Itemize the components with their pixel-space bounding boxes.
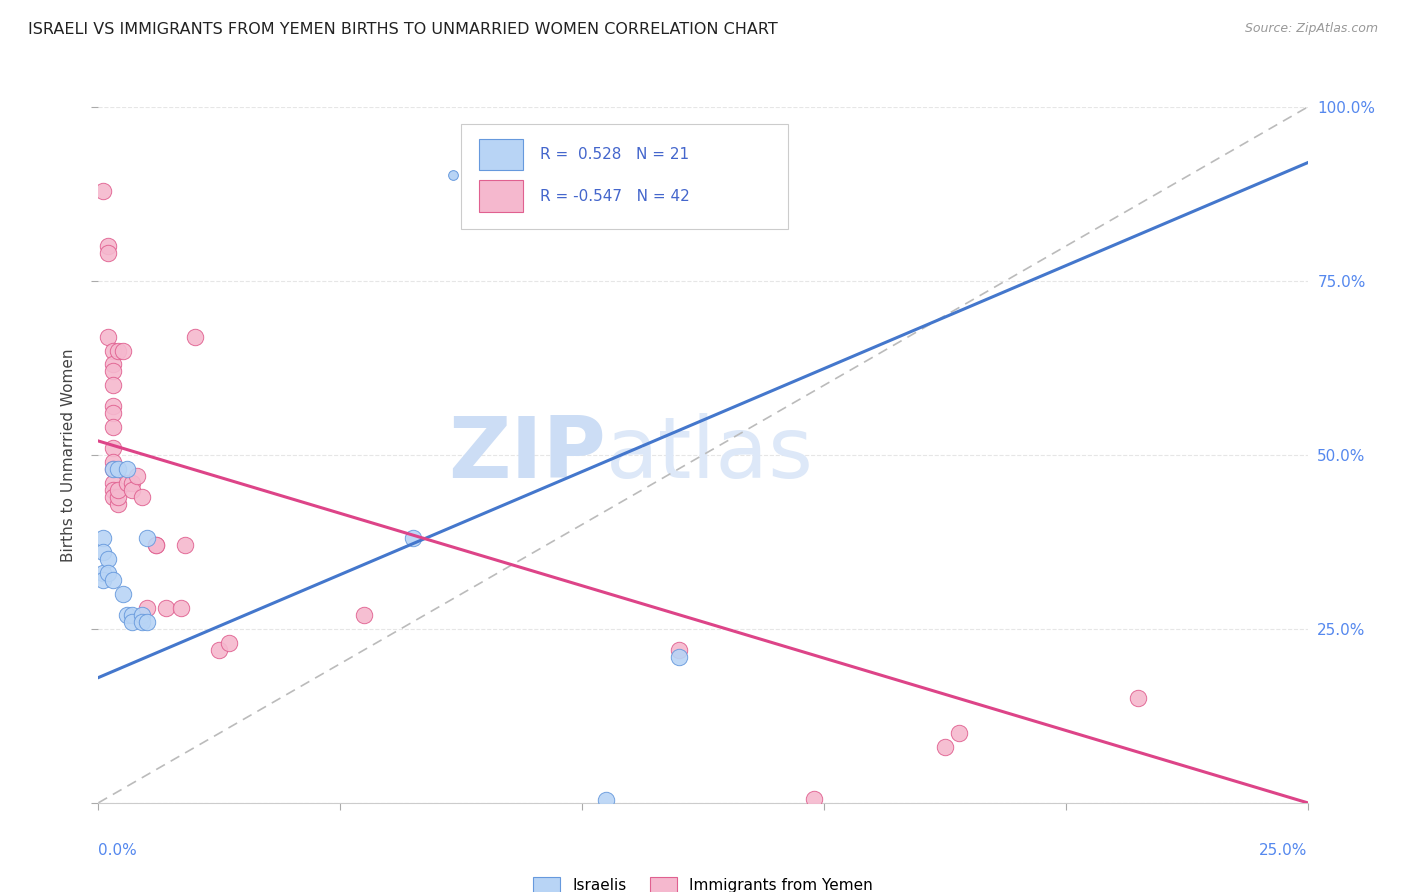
Point	[101, 483, 124, 497]
Point	[127, 468, 149, 483]
Point	[145, 538, 167, 552]
FancyBboxPatch shape	[461, 124, 787, 229]
Point	[595, 793, 617, 807]
Point	[121, 615, 143, 629]
Text: ISRAELI VS IMMIGRANTS FROM YEMEN BIRTHS TO UNMARRIED WOMEN CORRELATION CHART: ISRAELI VS IMMIGRANTS FROM YEMEN BIRTHS …	[28, 22, 778, 37]
Point	[668, 649, 690, 664]
Text: atlas: atlas	[606, 413, 814, 497]
Point	[174, 538, 197, 552]
Point	[101, 455, 124, 469]
Point	[169, 601, 191, 615]
Point	[184, 329, 207, 343]
Point	[131, 607, 153, 622]
Text: 0.0%: 0.0%	[98, 843, 138, 858]
Point	[107, 343, 129, 358]
Point	[101, 475, 124, 490]
Point	[101, 406, 124, 420]
Point	[101, 441, 124, 455]
Point	[101, 420, 124, 434]
Point	[135, 601, 157, 615]
Point	[107, 497, 129, 511]
Point	[135, 532, 157, 546]
Bar	[479, 180, 523, 211]
Text: ZIP: ZIP	[449, 413, 606, 497]
Point	[101, 573, 124, 587]
Point	[934, 740, 956, 755]
Point	[111, 587, 134, 601]
Point	[107, 483, 129, 497]
Point	[101, 399, 124, 413]
Point	[91, 573, 114, 587]
Point	[353, 607, 375, 622]
Point	[101, 378, 124, 392]
Point	[101, 462, 124, 476]
Point	[107, 462, 129, 476]
Point	[121, 475, 143, 490]
Point	[131, 615, 153, 629]
Point	[101, 358, 124, 372]
Text: Source: ZipAtlas.com: Source: ZipAtlas.com	[1244, 22, 1378, 36]
Point	[117, 462, 139, 476]
Point	[155, 601, 177, 615]
Bar	[479, 138, 523, 170]
Point	[121, 483, 143, 497]
Point	[803, 791, 825, 805]
Point	[117, 607, 139, 622]
Point	[107, 490, 129, 504]
Text: 25.0%: 25.0%	[1260, 843, 1308, 858]
Point	[668, 642, 690, 657]
Point	[1128, 691, 1150, 706]
Point	[117, 475, 139, 490]
Point	[402, 532, 425, 546]
Point	[97, 239, 120, 253]
Point	[97, 246, 120, 260]
Point	[111, 343, 134, 358]
Legend: Israelis, Immigrants from Yemen: Israelis, Immigrants from Yemen	[527, 871, 879, 892]
Point	[97, 566, 120, 581]
Text: R = -0.547   N = 42: R = -0.547 N = 42	[540, 188, 689, 203]
Text: R =  0.528   N = 21: R = 0.528 N = 21	[540, 147, 689, 161]
Point	[91, 545, 114, 559]
Point	[145, 538, 167, 552]
Point	[101, 343, 124, 358]
Point	[97, 329, 120, 343]
Point	[121, 607, 143, 622]
Point	[218, 636, 240, 650]
Point	[131, 490, 153, 504]
Point	[91, 532, 114, 546]
Point	[91, 184, 114, 198]
Point	[91, 566, 114, 581]
Point	[208, 642, 231, 657]
Y-axis label: Births to Unmarried Women: Births to Unmarried Women	[60, 348, 76, 562]
Point	[101, 462, 124, 476]
Point	[135, 615, 157, 629]
Point	[948, 726, 970, 740]
Point	[97, 552, 120, 566]
Point	[101, 364, 124, 378]
Point	[101, 490, 124, 504]
